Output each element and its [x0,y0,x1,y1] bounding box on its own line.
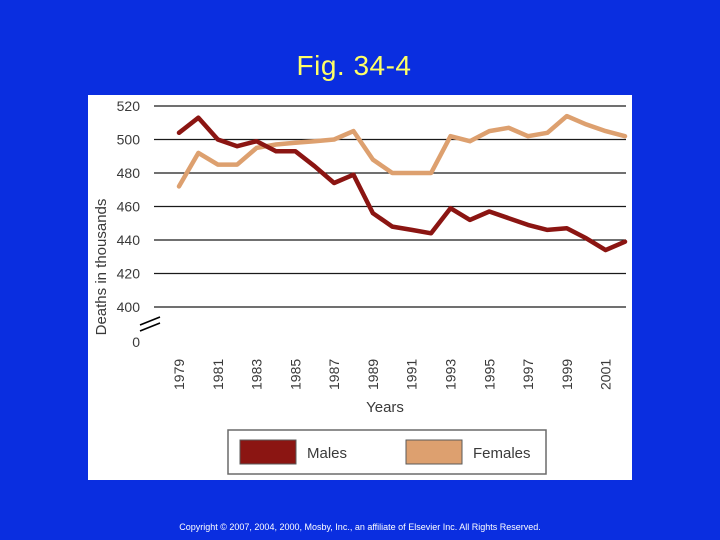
axis-break-mark [139,316,161,326]
series-lines [176,113,628,253]
x-tick-label: 1979 [171,359,187,390]
legend-label-males: Males [307,445,347,462]
y-tick-label: 500 [117,132,141,148]
y-tick-label: 440 [117,232,141,248]
x-tick-label: 1985 [287,359,303,390]
y-tick-labels: 520 500 480 460 440 420 400 [117,98,141,315]
x-tick-label: 1991 [404,359,420,390]
x-axis-label: Years [366,399,404,416]
y-tick-label-zero: 0 [132,334,140,350]
legend-swatch-males [239,439,297,465]
legend: Males Females [227,429,547,475]
y-axis-label: Deaths in thousands [93,199,110,336]
x-tick-label: 1987 [326,359,342,390]
x-tick-label: 1997 [520,359,536,390]
axis-break-mark [139,322,161,332]
y-tick-label: 480 [117,165,141,181]
x-tick-label: 1981 [210,359,226,390]
line-chart: 520 500 480 460 440 420 400 0 1979 1981 1983 1985… [93,98,628,475]
x-tick-label: 2001 [598,359,614,390]
slide-title-text: Fig. 34-4 [296,50,412,81]
x-tick-labels: 1979 1981 1983 1985 1987 1989 1991 1993 1995 1997… [171,359,614,390]
chart-panel: 520 500 480 460 440 420 400 0 1979 1981 1983 1985… [88,95,632,480]
legend-label-females: Females [473,445,531,462]
axis-break [139,316,161,332]
x-tick-label: 1993 [443,359,459,390]
slide-title: Fig. 34-4 [0,50,720,82]
y-tick-label: 400 [117,299,141,315]
gridlines [154,105,626,308]
x-tick-label: 1983 [249,359,265,390]
x-tick-label: 1995 [481,359,497,390]
copyright-notice: Copyright © 2007, 2004, 2000, Mosby, Inc… [179,522,541,532]
x-tick-label: 1999 [559,359,575,390]
x-tick-label: 1989 [365,359,381,390]
series-line-females [176,113,628,189]
legend-swatch-females [405,439,463,465]
y-tick-label: 520 [117,98,141,114]
series-line-males [176,115,628,253]
y-tick-label: 420 [117,266,141,282]
y-tick-label: 460 [117,199,141,215]
